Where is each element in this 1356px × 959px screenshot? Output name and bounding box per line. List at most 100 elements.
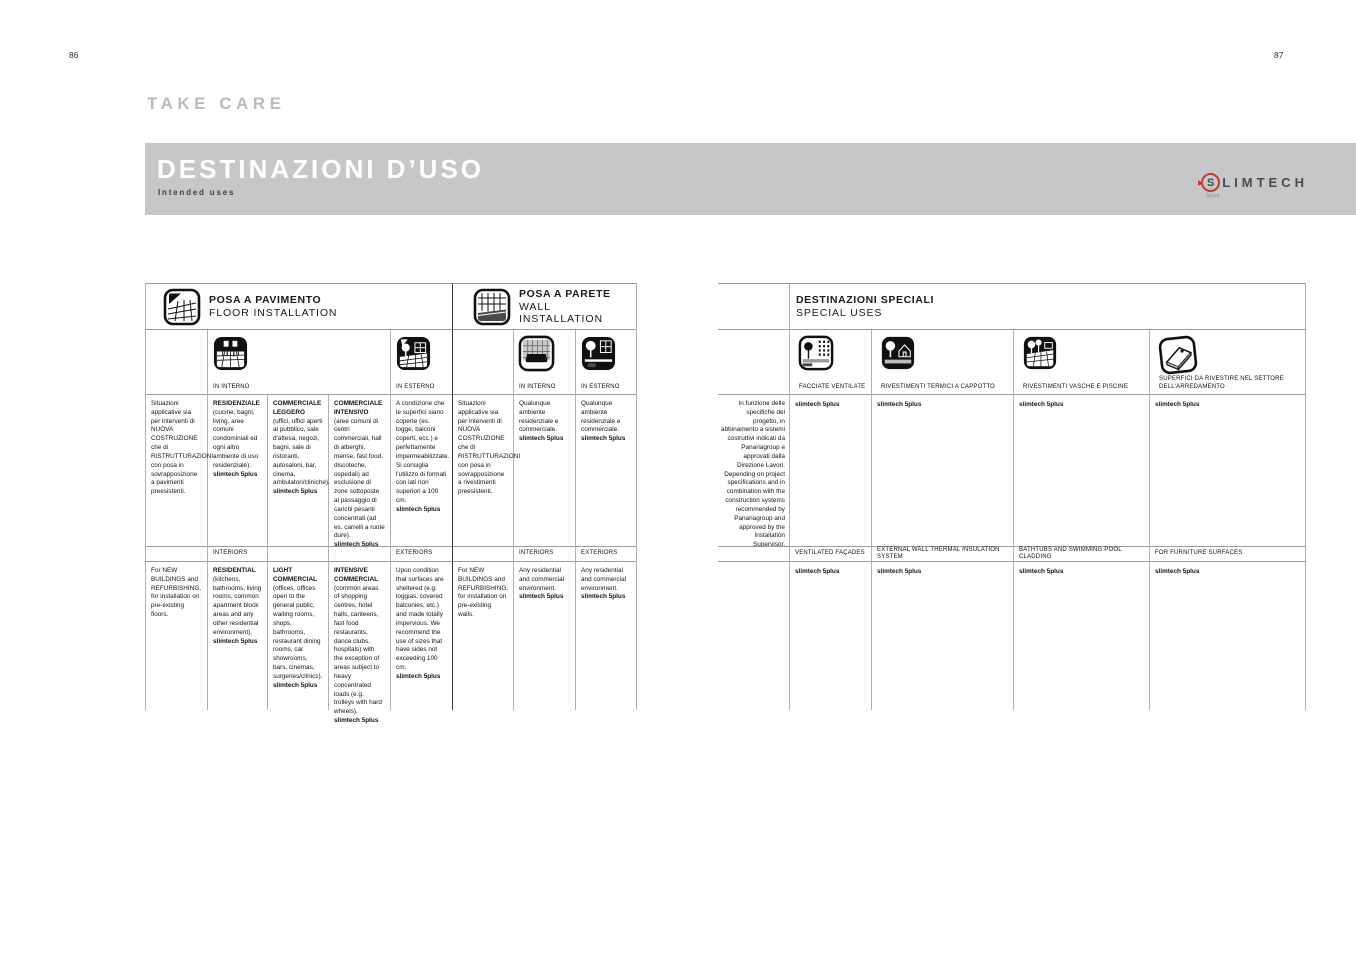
floor-exteriors-label: EXTERIORS bbox=[391, 546, 453, 562]
exterior-wall-icon bbox=[580, 335, 633, 372]
floor-interiors-label: INTERIORS bbox=[208, 546, 268, 562]
floor-interior-label-it: IN INTERNO bbox=[213, 383, 250, 390]
light-commercial-product-it: slimtech 5plus bbox=[273, 488, 318, 496]
floor-exterior-icon-cell: IN ESTERNO bbox=[391, 330, 453, 395]
thermal-insulation-icon bbox=[880, 335, 1010, 371]
light-commercial-cell-en: LIGHT COMMERCIAL (offices, offices open … bbox=[268, 562, 329, 710]
light-commercial-body-en: (offices, offices open to the general pu… bbox=[273, 584, 323, 680]
furniture-surface-label-it: SUPERFICI DA RIVESTIRE NEL SETTORE DELL'… bbox=[1159, 376, 1284, 390]
furniture-surface-label-en-cell: FOR FURNITURE SURFACES bbox=[1150, 546, 1306, 562]
floor-intro-en: For NEW BUILDINGS and REFURBISHING, for … bbox=[146, 562, 208, 710]
floor-interiors-label-text: INTERIORS bbox=[213, 550, 248, 557]
floor-title-it: POSA A PAVIMENTO bbox=[209, 293, 322, 306]
wall-installation-icon bbox=[473, 288, 511, 326]
special-intro-en: Depending on project specifications and … bbox=[724, 470, 785, 549]
intensive-commercial-body-en: (common areas of shopping centres, hotel… bbox=[334, 584, 382, 716]
light-commercial-cell-it: COMMERCIALE LEGGERO (uffici, uffici aper… bbox=[268, 395, 330, 546]
title-banner: DESTINAZIONI D’USO Intended uses S 5plus… bbox=[145, 143, 1356, 215]
wall-interior-body-en: Any residential and commercial environme… bbox=[519, 567, 565, 592]
thermal-insulation-value-en: slimtech 5plus bbox=[872, 562, 1014, 710]
wall-exterior-cell-en: Any residential and commercial environme… bbox=[576, 562, 637, 710]
floor-exterior-product-it: slimtech 5plus bbox=[396, 505, 441, 513]
floor-installation-header: POSA A PAVIMENTO FLOOR INSTALLATION bbox=[146, 283, 453, 330]
thermal-insulation-label-en: EXTERNAL WALL THERMAL INSULATION SYSTEM bbox=[877, 546, 1000, 561]
pool-cladding-label-en: BATHTUBS AND SWIMMING POOL CLADDING bbox=[1019, 546, 1122, 561]
label-row-spacer bbox=[268, 546, 329, 562]
residential-cell-en: RESIDENTIAL (kitchens, bathrooms, living… bbox=[208, 562, 268, 710]
wall-interior-product-it: slimtech 5plus bbox=[519, 435, 564, 443]
wall-installation-header: POSA A PARETE WALL INSTALLATION bbox=[453, 283, 637, 330]
special-intro-it: In funzione delle specifiche del progett… bbox=[721, 400, 785, 469]
wall-interiors-label-text: INTERIORS bbox=[519, 550, 554, 557]
thermal-insulation-value-it: slimtech 5plus bbox=[872, 395, 1014, 546]
light-commercial-head-en: LIGHT COMMERCIAL bbox=[273, 567, 318, 583]
furniture-surface-value-it: slimtech 5plus bbox=[1150, 395, 1306, 546]
wall-exterior-product-en: slimtech 5plus bbox=[581, 593, 626, 601]
slimtech-logo: S 5plus LIMTECH bbox=[1198, 173, 1308, 199]
wall-intro-spacer bbox=[453, 330, 514, 395]
intensive-commercial-head-en: INTENSIVE COMMERCIAL bbox=[334, 567, 379, 583]
label-row-spacer bbox=[453, 546, 514, 562]
light-commercial-body-it: (uffici, uffici aperti al pubblico, sale… bbox=[273, 417, 330, 487]
wall-intro-it-text: Situazioni applicative sia per intervent… bbox=[458, 400, 521, 496]
logo-circle-icon: S 5plus bbox=[1201, 173, 1221, 199]
logo-sub-label: 5plus bbox=[1206, 193, 1220, 199]
floor-intro-it-text: Situazioni applicative sia per intervent… bbox=[151, 400, 214, 496]
floor-intro-spacer bbox=[146, 330, 208, 395]
intensive-commercial-head-it: COMMERCIALE INTENSIVO bbox=[334, 400, 383, 416]
floor-intro-en-text: For NEW BUILDINGS and REFURBISHING, for … bbox=[151, 567, 202, 619]
thermal-insulation-icon-cell: RIVESTIMENTI TERMICI A CAPPOTTO bbox=[872, 330, 1014, 395]
thermal-insulation-label-en-cell: EXTERNAL WALL THERMAL INSULATION SYSTEM bbox=[872, 546, 1014, 562]
logo-arrow-icon bbox=[1198, 179, 1204, 186]
special-intro-spacer bbox=[718, 283, 790, 330]
floor-intro-it: Situazioni applicative sia per intervent… bbox=[146, 395, 214, 546]
floor-wall-table: POSA A PAVIMENTO FLOOR INSTALLATION POSA… bbox=[145, 283, 637, 724]
floor-exterior-product-en: slimtech 5plus bbox=[396, 672, 441, 680]
pool-cladding-value-en: slimtech 5plus bbox=[1014, 562, 1150, 710]
special-uses-header: DESTINAZIONI SPECIALI SPECIAL USES bbox=[790, 283, 1306, 330]
wall-interiors-label: INTERIORS bbox=[514, 546, 576, 562]
wall-exterior-body-en: Any residential and commercial environme… bbox=[581, 567, 627, 592]
section-label: TAKE CARE bbox=[147, 94, 286, 113]
interior-wall-icon bbox=[518, 335, 572, 372]
ventilated-facade-label-en: VENTILATED FAÇADES bbox=[795, 550, 865, 557]
pool-cladding-icon-cell: RIVESTIMENTI VASCHE E PISCINE bbox=[1014, 330, 1150, 395]
wall-interior-body-it: Qualunque ambiente residenziale e commer… bbox=[519, 400, 559, 434]
ventilated-facade-label-it: FACCIATE VENTILATE bbox=[799, 383, 866, 390]
ventilated-facade-label-en-cell: VENTILATED FAÇADES bbox=[790, 546, 872, 562]
residential-body-en: (kitchens, bathrooms, living rooms, comm… bbox=[213, 575, 262, 636]
wall-exterior-body-it: Qualunque ambiente residenziale e commer… bbox=[581, 400, 621, 434]
intensive-commercial-product-it: slimtech 5plus bbox=[334, 541, 379, 549]
special-intro-spacer bbox=[718, 330, 790, 395]
logo-wordmark: LIMTECH bbox=[1222, 175, 1308, 190]
wall-title-en: WALL INSTALLATION bbox=[519, 301, 603, 326]
furniture-surface-value-en: slimtech 5plus bbox=[1150, 562, 1306, 710]
wall-interior-label-it: IN INTERNO bbox=[519, 383, 556, 390]
ventilated-facade-value-en: slimtech 5plus bbox=[790, 562, 872, 710]
floor-exterior-cell-en: Upon condition that surfaces are shelter… bbox=[391, 562, 453, 710]
pool-cladding-icon bbox=[1022, 335, 1146, 371]
light-commercial-head-it: COMMERCIALE LEGGERO bbox=[273, 400, 322, 416]
label-row-spacer bbox=[718, 546, 790, 562]
intensive-commercial-body-it: (aree comuni di centri commerciali, hall… bbox=[334, 417, 385, 540]
light-commercial-product-en: slimtech 5plus bbox=[273, 681, 318, 689]
exterior-floor-icon bbox=[395, 335, 449, 372]
wall-exterior-label-it: IN ESTERNO bbox=[581, 383, 620, 390]
wall-title-it: POSA A PARETE bbox=[519, 287, 611, 300]
page-subtitle: Intended uses bbox=[158, 188, 236, 197]
page-number-left: 86 bbox=[69, 50, 79, 60]
special-title-en: SPECIAL USES bbox=[796, 307, 883, 320]
wall-exteriors-label: EXTERIORS bbox=[576, 546, 637, 562]
floor-exterior-body-en: Upon condition that surfaces are shelter… bbox=[396, 567, 444, 672]
residential-body-it: (cucine, bagni, living, aree comuni cond… bbox=[213, 408, 259, 469]
wall-exteriors-label-text: EXTERIORS bbox=[581, 550, 618, 557]
ventilated-facade-value-it: slimtech 5plus bbox=[790, 395, 872, 546]
wall-exterior-icon-cell: IN ESTERNO bbox=[576, 330, 637, 395]
page-number-right: 87 bbox=[1274, 50, 1284, 60]
thermal-insulation-label-it: RIVESTIMENTI TERMICI A CAPPOTTO bbox=[881, 383, 995, 390]
floor-title-en: FLOOR INSTALLATION bbox=[209, 307, 338, 320]
ventilated-facade-icon-cell: FACCIATE VENTILATE bbox=[790, 330, 872, 395]
wall-intro-en-text: For NEW BUILDINGS and REFURBISHING, for … bbox=[458, 567, 509, 619]
floor-exterior-label-it: IN ESTERNO bbox=[396, 383, 435, 390]
wall-interior-cell-it: Qualunque ambiente residenziale e commer… bbox=[514, 395, 576, 546]
